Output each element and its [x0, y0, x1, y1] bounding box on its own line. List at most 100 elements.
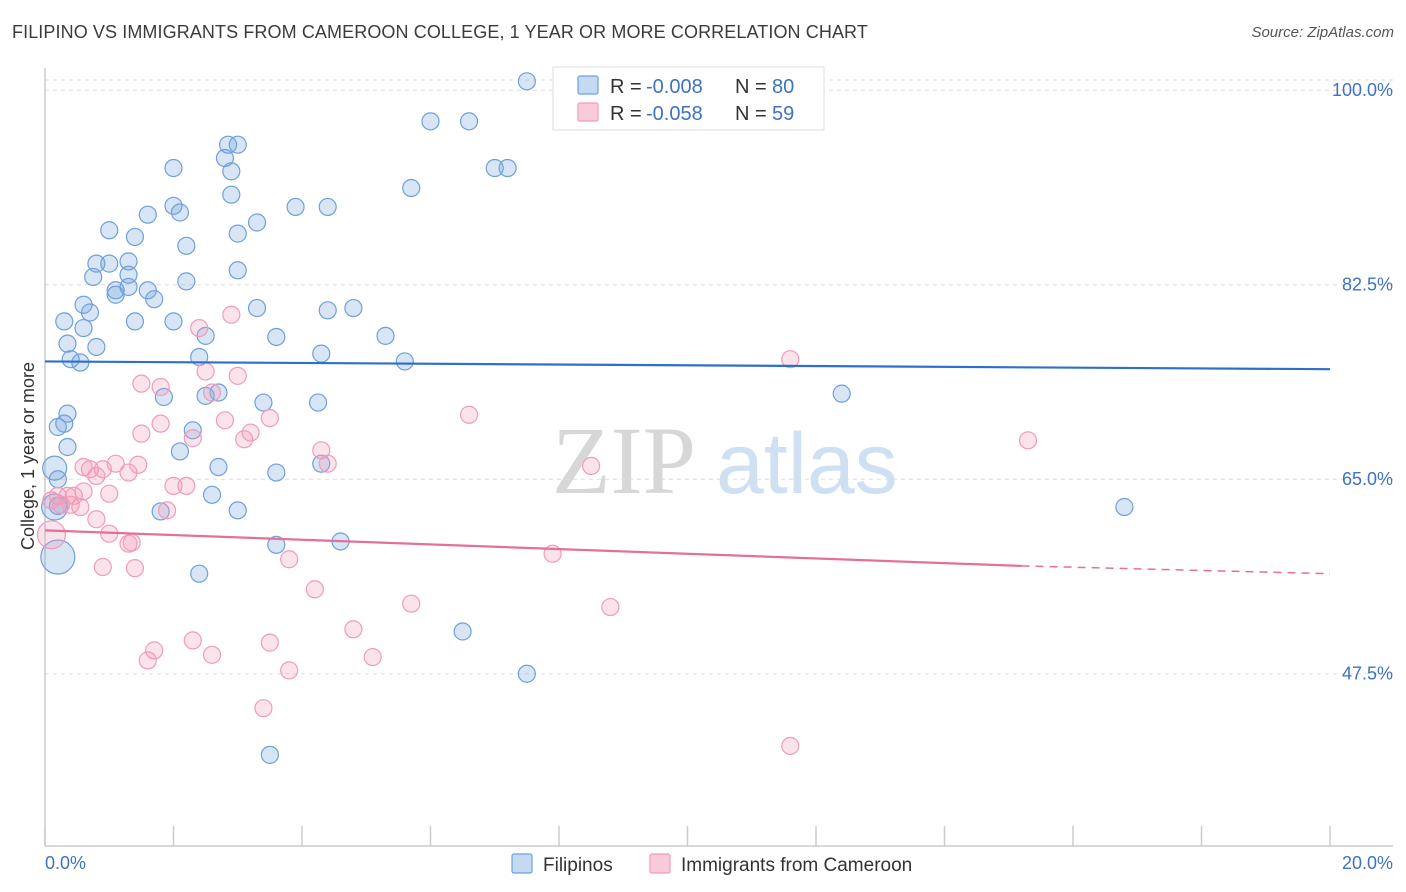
point-cameroon: [781, 350, 800, 369]
point-filipinos: [177, 272, 196, 291]
source-label: Source: ZipAtlas.com: [1251, 24, 1394, 41]
point-cameroon: [190, 318, 209, 338]
point-cameroon: [119, 463, 138, 482]
point-cameroon: [202, 383, 222, 402]
point-cameroon: [132, 374, 151, 393]
point-cameroon: [145, 641, 164, 660]
point-filipinos: [61, 350, 80, 369]
point-filipinos: [267, 463, 286, 482]
watermark-zip: ZIP: [552, 407, 696, 514]
point-filipinos: [459, 112, 479, 131]
point-cameroon-cluster: [36, 520, 67, 550]
point-cameroon: [87, 510, 106, 529]
point-cameroon: [157, 501, 177, 520]
legend-swatch-filipinos: [577, 75, 599, 95]
y-tick-label: 100.0%: [1332, 80, 1393, 100]
x-ticks: [44, 826, 1331, 846]
point-cameroon: [151, 377, 170, 397]
y-axis-label: College, 1 year or more: [18, 362, 38, 550]
point-cameroon: [222, 305, 241, 324]
point-filipinos: [138, 281, 157, 300]
point-cameroon: [183, 429, 202, 448]
point-filipinos: [254, 393, 273, 412]
point-cameroon: [71, 497, 90, 517]
point-cameroon: [781, 736, 800, 756]
point-filipinos: [1115, 497, 1134, 517]
point-filipinos: [832, 384, 851, 403]
point-filipinos: [402, 178, 421, 198]
point-filipinos: [100, 221, 119, 240]
point-filipinos: [125, 227, 145, 247]
point-filipinos: [87, 254, 106, 273]
point-filipinos: [154, 387, 173, 407]
grid-lines: [45, 79, 1393, 675]
point-cameroon: [305, 580, 324, 599]
point-cameroon: [344, 620, 363, 639]
bottom-legend-swatch-cameroon: [649, 853, 671, 874]
legend-swatch-cameroon: [577, 102, 599, 122]
point-cameroon: [93, 557, 112, 577]
bottom-legend-label-cameroon: Immigrants from Cameroon: [681, 855, 912, 876]
point-filipinos: [55, 312, 74, 331]
legend-n-value-filipinos: 80: [772, 76, 794, 98]
point-cameroon: [318, 454, 337, 473]
point-filipinos: [376, 326, 395, 345]
point-filipinos: [190, 564, 209, 583]
point-filipinos: [517, 664, 536, 683]
point-filipinos: [395, 352, 414, 371]
legend-r-label-cameroon: R =: [610, 103, 642, 125]
point-filipinos: [170, 203, 190, 222]
point-cameroon: [402, 594, 421, 613]
point-cameroon: [93, 460, 112, 479]
point-filipinos: [318, 197, 337, 217]
point-cameroon: [1018, 431, 1038, 450]
point-filipinos: [247, 298, 267, 318]
point-cameroon: [241, 423, 260, 442]
point-filipinos: [80, 303, 100, 322]
point-filipinos: [74, 318, 93, 338]
point-cameroon: [80, 460, 100, 479]
point-filipinos: [260, 745, 279, 764]
watermark-atlas: atlas: [716, 416, 898, 512]
point-cameroon: [280, 661, 299, 680]
point-filipinos: [228, 135, 247, 154]
point-filipinos: [48, 417, 67, 437]
point-cameroon: [164, 476, 183, 495]
point-cameroon: [582, 456, 601, 475]
point-filipinos: [164, 312, 183, 331]
point-filipinos: [318, 301, 337, 320]
point-cameroon: [129, 455, 148, 474]
point-filipinos: [267, 535, 286, 554]
point-filipinos: [267, 327, 286, 347]
point-cameroon: [119, 534, 138, 553]
trend-lines: [44, 360, 1331, 575]
point-cameroon: [459, 405, 479, 424]
legend-r-label-filipinos: R =: [610, 76, 642, 98]
point-cameroon: [215, 411, 234, 430]
point-cameroon: [42, 491, 61, 510]
point-cameroon: [87, 466, 106, 485]
y-tick-label: 65.0%: [1342, 469, 1393, 489]
point-cameroon: [177, 476, 196, 495]
point-filipinos: [183, 421, 202, 440]
point-filipinos: [177, 236, 196, 255]
x-tick-label-max: 20.0%: [1342, 853, 1393, 873]
point-cameroon: [260, 633, 279, 652]
point-filipinos: [453, 622, 472, 641]
point-filipinos: [100, 254, 119, 273]
point-filipinos: [164, 196, 183, 215]
point-cameroon: [254, 699, 273, 718]
point-cameroon: [202, 645, 222, 664]
point-cameroon: [196, 362, 215, 381]
point-cameroon: [125, 559, 145, 578]
trend-line-filipinos: [44, 360, 1331, 371]
series-cameroon-points: [36, 305, 1038, 756]
point-filipinos: [170, 442, 190, 461]
point-filipinos: [498, 158, 517, 178]
point-filipinos: [106, 285, 125, 304]
x-tick-label-min: 0.0%: [45, 853, 86, 873]
point-filipinos: [286, 197, 305, 217]
point-cameroon: [138, 651, 157, 670]
legend-n-label-cameroon: N =: [735, 103, 767, 125]
point-filipinos: [58, 334, 77, 353]
